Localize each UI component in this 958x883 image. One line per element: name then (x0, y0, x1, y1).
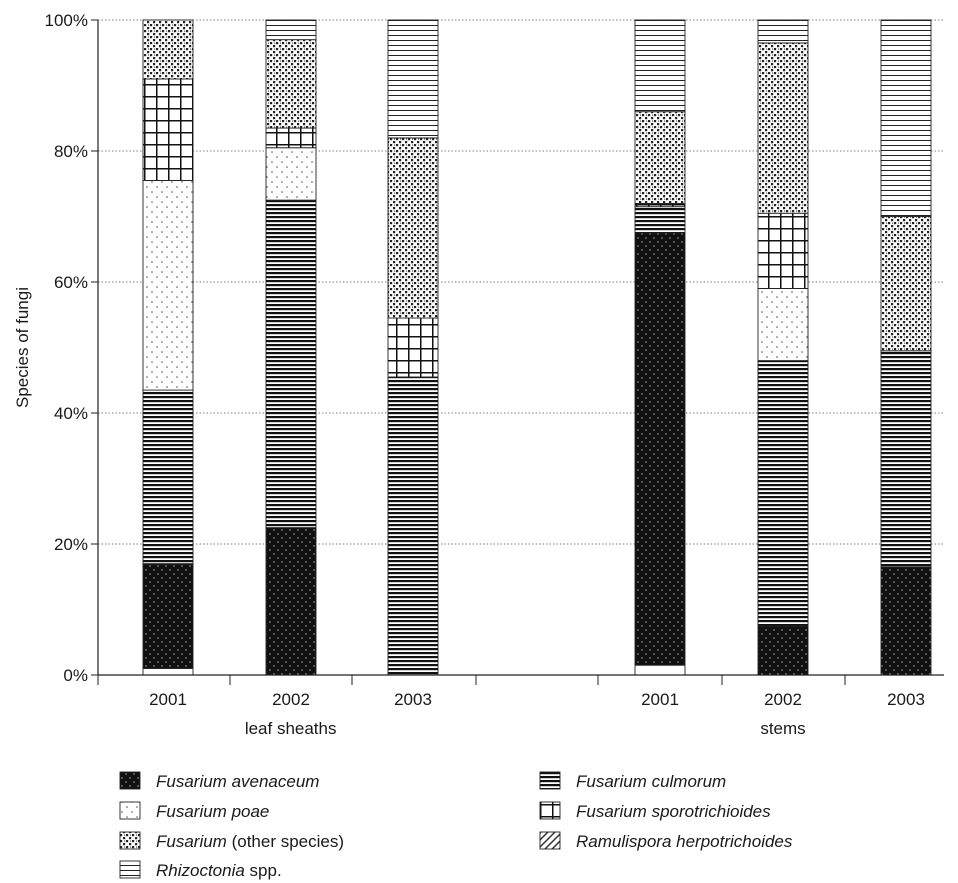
bar-segment (387, 376, 439, 676)
legend-swatch (539, 831, 561, 850)
bar-segment (757, 360, 809, 627)
bar-segment (757, 288, 809, 362)
bar-segment (265, 19, 317, 41)
bar-segment (142, 19, 194, 80)
y-tick-label: 40% (54, 404, 88, 423)
bar-segment (265, 39, 317, 129)
legend-swatch (119, 860, 141, 879)
bar-segment (142, 180, 194, 391)
legend-label: Fusarium avenaceum (156, 772, 319, 791)
bar-segment (142, 563, 194, 669)
legend-label: Fusarium sporotrichioides (576, 802, 771, 821)
legend-swatch (119, 801, 141, 820)
legend-swatch (539, 771, 561, 790)
y-tick-label: 20% (54, 535, 88, 554)
bar-segment (265, 527, 317, 676)
legend-label: Fusarium poae (156, 802, 269, 821)
bar-segment (265, 127, 317, 149)
x-tick-label: 2002 (764, 690, 802, 709)
bar-segment (634, 202, 686, 208)
legend-swatch (119, 771, 141, 790)
y-axis-title: Species of fungi (13, 287, 32, 408)
bar-segment (757, 42, 809, 214)
legend-label: Fusarium (other species) (156, 832, 344, 851)
bar-segment (634, 664, 686, 676)
legend-label: Fusarium culmorum (576, 772, 726, 791)
bar-segment (387, 317, 439, 378)
axes (91, 19, 944, 685)
bar-segment (880, 19, 932, 217)
bar-segment (880, 350, 932, 568)
y-tick-label: 60% (54, 273, 88, 292)
bar-segment (142, 668, 194, 676)
bar-segment (142, 389, 194, 565)
bar-segment (265, 199, 317, 529)
bar-segment (142, 78, 194, 181)
x-tick-label: 2003 (887, 690, 925, 709)
bar-segment (387, 19, 439, 139)
y-tick-label: 80% (54, 142, 88, 161)
legend-swatch (119, 831, 141, 850)
bar-segment (880, 216, 932, 352)
bar-segment (634, 232, 686, 666)
bar-segment (634, 19, 686, 113)
bar-segment (880, 566, 932, 676)
x-tick-label: 2001 (149, 690, 187, 709)
y-tick-label: 100% (45, 11, 88, 30)
y-tick-label: 0% (63, 666, 88, 685)
bar-segment (634, 111, 686, 204)
bar-segment (387, 137, 439, 319)
bar-segment (757, 625, 809, 676)
group-label: stems (760, 719, 805, 738)
bar-segment (265, 147, 317, 201)
x-tick-label: 2003 (394, 690, 432, 709)
bars (142, 19, 932, 676)
x-tick-label: 2001 (641, 690, 679, 709)
legend: Fusarium avenaceum Fusarium culmorum Fusar… (119, 771, 793, 880)
axis-labels: 0% 20% 40% 60% 80% 100% 2001 2002 2003 2001 2002 20… (13, 11, 925, 738)
x-tick-label: 2002 (272, 690, 310, 709)
legend-swatch (539, 801, 561, 820)
legend-label: Ramulispora herpotrichoides (576, 832, 793, 851)
bar-segment (634, 206, 686, 234)
grid-lines (98, 19, 944, 545)
legend-label: Rhizoctonia spp. (156, 861, 282, 880)
group-label: leaf sheaths (245, 719, 337, 738)
bar-segment (757, 212, 809, 290)
bar-segment (757, 19, 809, 44)
